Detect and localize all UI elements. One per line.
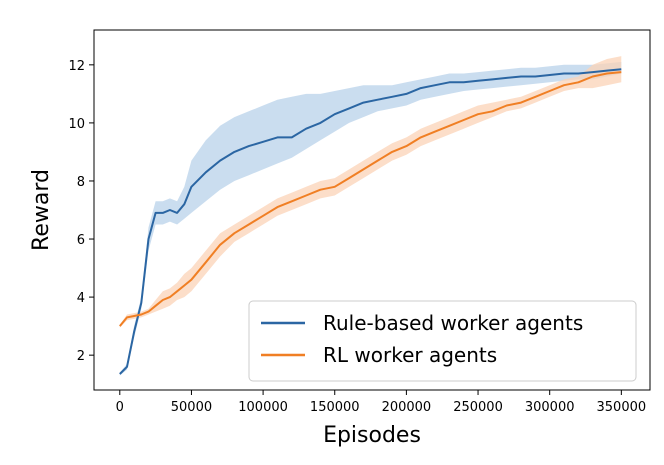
y-tick-label: 4 — [77, 291, 85, 306]
legend-label-2: RL worker agents — [323, 343, 497, 367]
x-axis-title: Episodes — [323, 423, 421, 448]
plot-frame — [93, 29, 651, 391]
y-tick-label: 2 — [77, 349, 85, 364]
series-lines — [119, 68, 622, 375]
legend-label-1: Rule-based worker agents — [323, 311, 583, 335]
x-tick-label: 200000 — [382, 400, 432, 415]
x-tick-label: 350000 — [597, 400, 647, 415]
y-axis-title: Reward — [29, 169, 54, 251]
legend-box — [248, 300, 637, 382]
y-tick-label: 6 — [77, 233, 85, 248]
y-tick-label: 10 — [68, 117, 85, 132]
x-axis-ticks: 0 50000 100000 150000 200000 250000 300000 3500… — [116, 390, 647, 415]
series-1-band — [119, 61, 622, 376]
x-tick-label: 50000 — [171, 400, 212, 415]
x-tick-label: 300000 — [525, 400, 575, 415]
x-tick-label: 250000 — [453, 400, 503, 415]
y-tick-label: 8 — [77, 175, 85, 190]
y-tick-label: 12 — [68, 59, 85, 74]
legend: Rule-based worker agents RL worker agents — [248, 300, 637, 382]
series-1-line — [119, 68, 622, 375]
x-tick-label: 100000 — [238, 400, 288, 415]
x-tick-label: 150000 — [310, 400, 360, 415]
series-2-line — [119, 71, 622, 327]
x-tick-label: 0 — [116, 400, 124, 415]
y-axis-ticks: 2 4 6 8 10 12 — [68, 59, 94, 364]
